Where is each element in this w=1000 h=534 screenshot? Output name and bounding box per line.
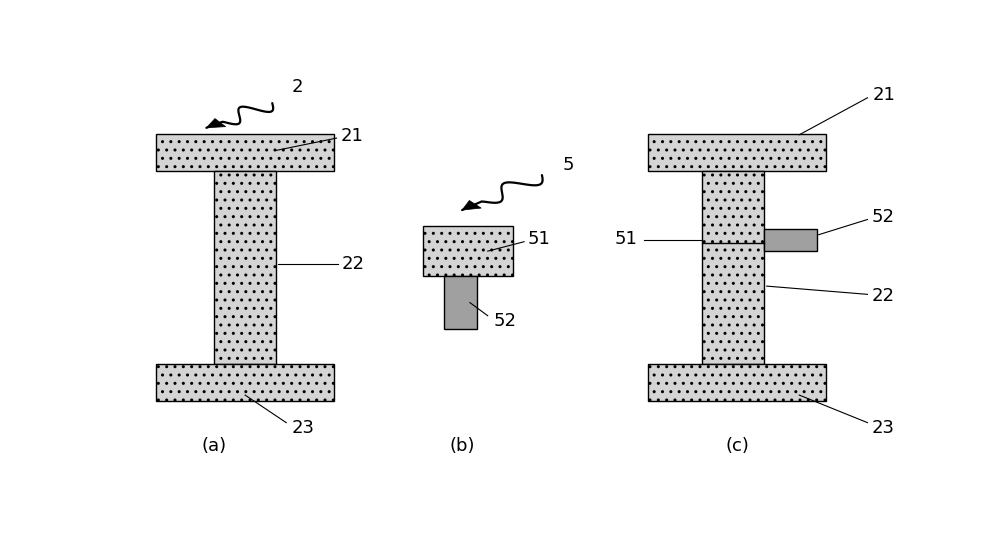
Bar [444,276,477,329]
Text: 51: 51 [528,230,551,248]
Bar [156,134,334,171]
Text: 21: 21 [873,86,896,104]
Bar [648,134,826,171]
Text: 22: 22 [871,287,894,305]
Text: 23: 23 [292,419,315,437]
Text: (a): (a) [202,437,227,455]
Bar [702,171,764,364]
Text: (c): (c) [725,437,749,455]
Text: 52: 52 [871,208,894,226]
Polygon shape [462,200,481,210]
Bar [214,171,276,364]
Bar [764,229,817,251]
Text: 5: 5 [563,156,574,174]
Bar [156,364,334,401]
Text: 23: 23 [871,419,894,437]
Text: 52: 52 [493,312,516,330]
Bar [648,364,826,401]
Text: (b): (b) [449,437,475,455]
Polygon shape [206,119,226,128]
Text: 2: 2 [292,77,303,96]
Text: 22: 22 [342,255,365,272]
Bar [423,226,512,276]
Text: 51: 51 [615,230,638,248]
Text: 21: 21 [340,127,363,145]
